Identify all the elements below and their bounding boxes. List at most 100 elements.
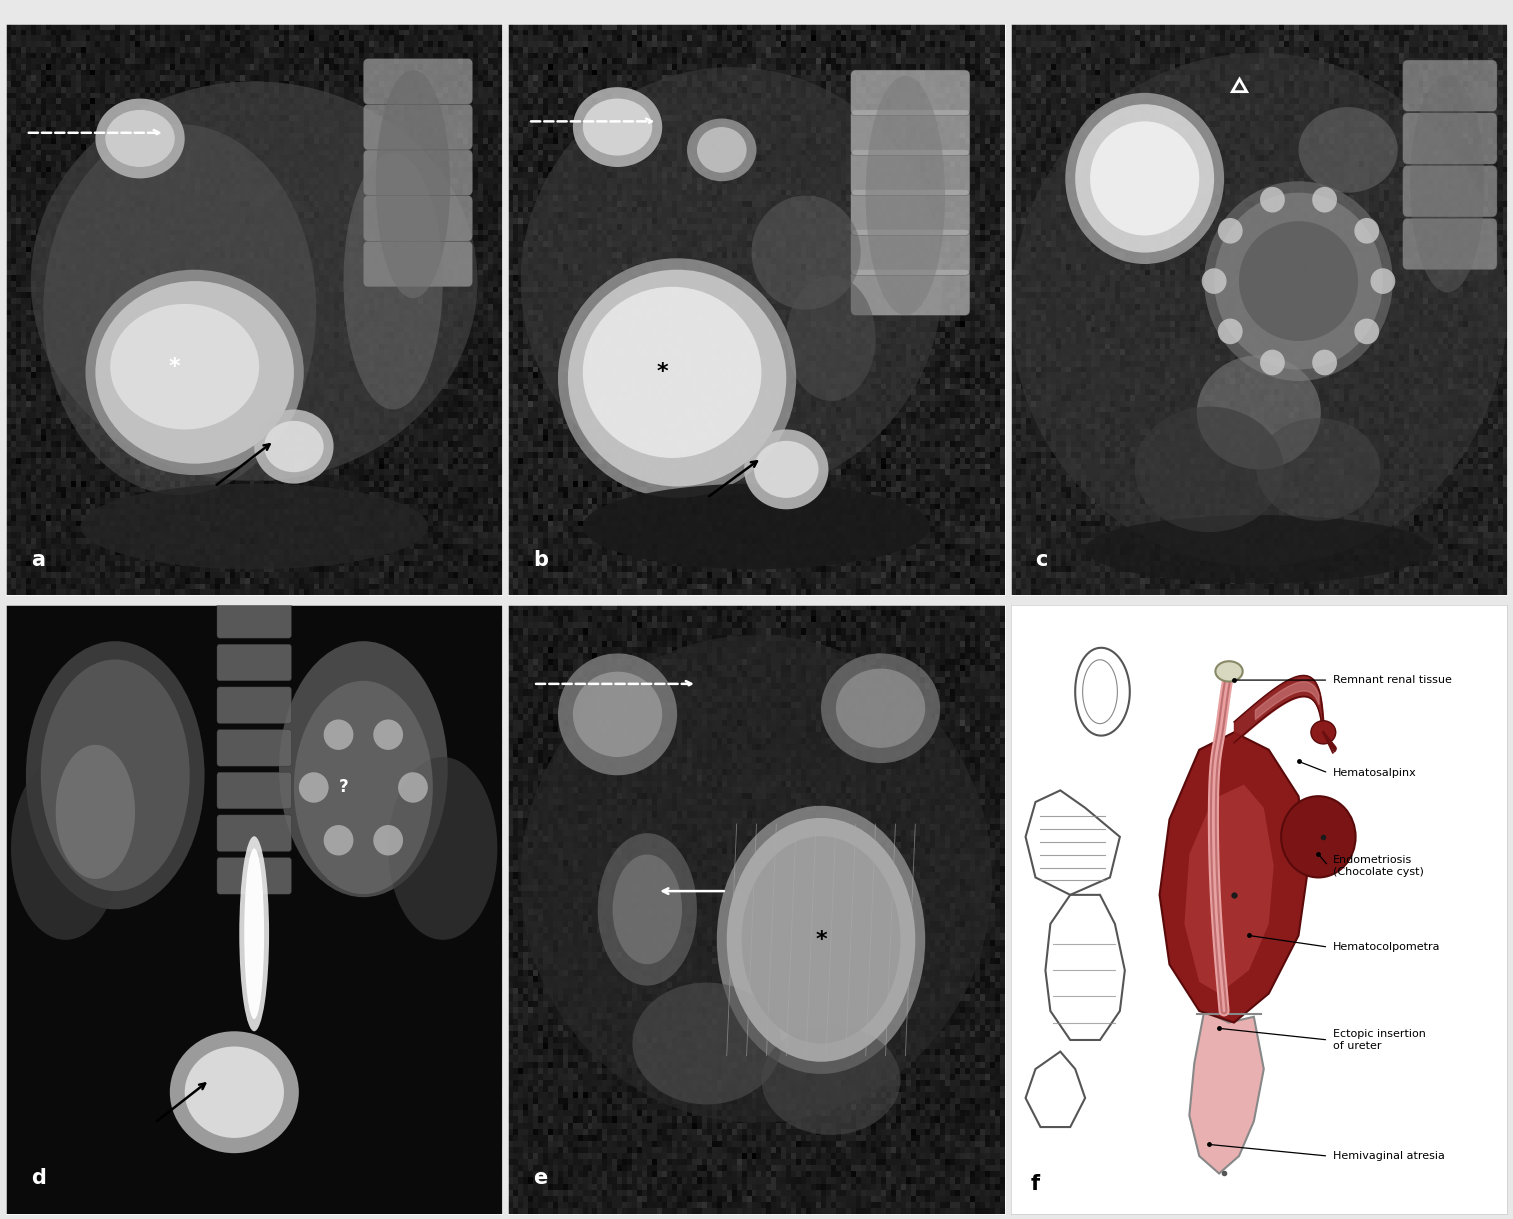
Ellipse shape xyxy=(1204,182,1393,380)
Ellipse shape xyxy=(1312,187,1337,212)
Ellipse shape xyxy=(520,635,993,1123)
FancyBboxPatch shape xyxy=(850,110,970,156)
Polygon shape xyxy=(1159,733,1309,1023)
Ellipse shape xyxy=(343,152,443,410)
FancyBboxPatch shape xyxy=(363,59,472,105)
Ellipse shape xyxy=(95,282,294,463)
Ellipse shape xyxy=(865,76,946,316)
Ellipse shape xyxy=(752,195,861,310)
Ellipse shape xyxy=(374,825,402,856)
Text: c: c xyxy=(1035,550,1049,570)
Ellipse shape xyxy=(558,258,796,497)
Ellipse shape xyxy=(265,421,324,472)
Ellipse shape xyxy=(11,757,120,940)
Ellipse shape xyxy=(1085,514,1433,584)
Ellipse shape xyxy=(1312,350,1337,375)
Ellipse shape xyxy=(567,269,787,486)
Ellipse shape xyxy=(44,124,316,495)
FancyBboxPatch shape xyxy=(363,241,472,286)
FancyBboxPatch shape xyxy=(1403,113,1496,165)
Ellipse shape xyxy=(835,668,926,747)
Ellipse shape xyxy=(697,127,746,173)
Ellipse shape xyxy=(726,818,915,1062)
FancyBboxPatch shape xyxy=(1403,218,1496,269)
Ellipse shape xyxy=(598,834,697,985)
Ellipse shape xyxy=(169,1031,300,1153)
FancyBboxPatch shape xyxy=(850,269,970,316)
Ellipse shape xyxy=(1065,93,1224,265)
Ellipse shape xyxy=(244,848,265,1019)
Ellipse shape xyxy=(185,1046,284,1139)
Ellipse shape xyxy=(80,484,428,569)
Polygon shape xyxy=(1189,1011,1263,1174)
FancyBboxPatch shape xyxy=(216,773,292,809)
Ellipse shape xyxy=(558,653,678,775)
Ellipse shape xyxy=(1135,407,1283,533)
Ellipse shape xyxy=(613,855,682,964)
Text: a: a xyxy=(30,550,45,570)
Ellipse shape xyxy=(1089,122,1200,235)
Ellipse shape xyxy=(375,69,451,299)
Ellipse shape xyxy=(1410,76,1484,293)
Ellipse shape xyxy=(254,410,333,484)
Ellipse shape xyxy=(278,641,448,897)
Ellipse shape xyxy=(324,719,354,750)
FancyBboxPatch shape xyxy=(216,858,292,895)
Ellipse shape xyxy=(687,118,756,182)
Ellipse shape xyxy=(1354,218,1380,244)
Ellipse shape xyxy=(632,983,781,1104)
Ellipse shape xyxy=(95,99,185,178)
Ellipse shape xyxy=(1213,193,1383,369)
Text: e: e xyxy=(533,1168,548,1187)
FancyBboxPatch shape xyxy=(216,644,292,680)
Ellipse shape xyxy=(110,304,259,429)
Text: Ectopic insertion
of ureter: Ectopic insertion of ureter xyxy=(1333,1029,1427,1051)
Text: b: b xyxy=(533,550,548,570)
Ellipse shape xyxy=(1076,105,1213,252)
Ellipse shape xyxy=(1310,720,1336,744)
Ellipse shape xyxy=(1218,318,1242,344)
Ellipse shape xyxy=(1298,107,1398,193)
Ellipse shape xyxy=(106,110,176,167)
FancyBboxPatch shape xyxy=(216,686,292,723)
Ellipse shape xyxy=(239,836,269,1031)
Ellipse shape xyxy=(744,429,829,510)
FancyBboxPatch shape xyxy=(363,150,472,195)
Ellipse shape xyxy=(398,773,428,803)
Ellipse shape xyxy=(85,269,304,475)
FancyBboxPatch shape xyxy=(216,729,292,767)
Text: d: d xyxy=(30,1168,45,1187)
Ellipse shape xyxy=(1354,318,1380,344)
Ellipse shape xyxy=(787,275,876,401)
Ellipse shape xyxy=(822,653,940,763)
Ellipse shape xyxy=(56,745,135,879)
Ellipse shape xyxy=(741,836,900,1043)
FancyBboxPatch shape xyxy=(850,229,970,275)
Ellipse shape xyxy=(1201,268,1227,294)
Ellipse shape xyxy=(300,773,328,803)
Text: Endometriosis
(Chocolate cyst): Endometriosis (Chocolate cyst) xyxy=(1333,855,1424,876)
FancyBboxPatch shape xyxy=(363,195,472,241)
Ellipse shape xyxy=(583,484,930,569)
Ellipse shape xyxy=(1371,268,1395,294)
Ellipse shape xyxy=(1218,218,1242,244)
FancyBboxPatch shape xyxy=(216,558,292,595)
Ellipse shape xyxy=(1282,796,1356,878)
Ellipse shape xyxy=(374,719,402,750)
Ellipse shape xyxy=(41,659,189,891)
FancyBboxPatch shape xyxy=(850,69,970,116)
Ellipse shape xyxy=(324,825,354,856)
Ellipse shape xyxy=(520,67,943,495)
Text: *: * xyxy=(657,362,669,383)
Ellipse shape xyxy=(717,806,926,1074)
Ellipse shape xyxy=(1260,350,1285,375)
FancyBboxPatch shape xyxy=(1403,60,1496,111)
Ellipse shape xyxy=(26,641,204,909)
Text: *: * xyxy=(169,357,180,377)
Ellipse shape xyxy=(294,680,433,895)
FancyBboxPatch shape xyxy=(1403,166,1496,217)
Ellipse shape xyxy=(30,82,478,480)
Text: *: * xyxy=(816,930,826,950)
Ellipse shape xyxy=(573,87,663,167)
Ellipse shape xyxy=(1215,661,1242,681)
